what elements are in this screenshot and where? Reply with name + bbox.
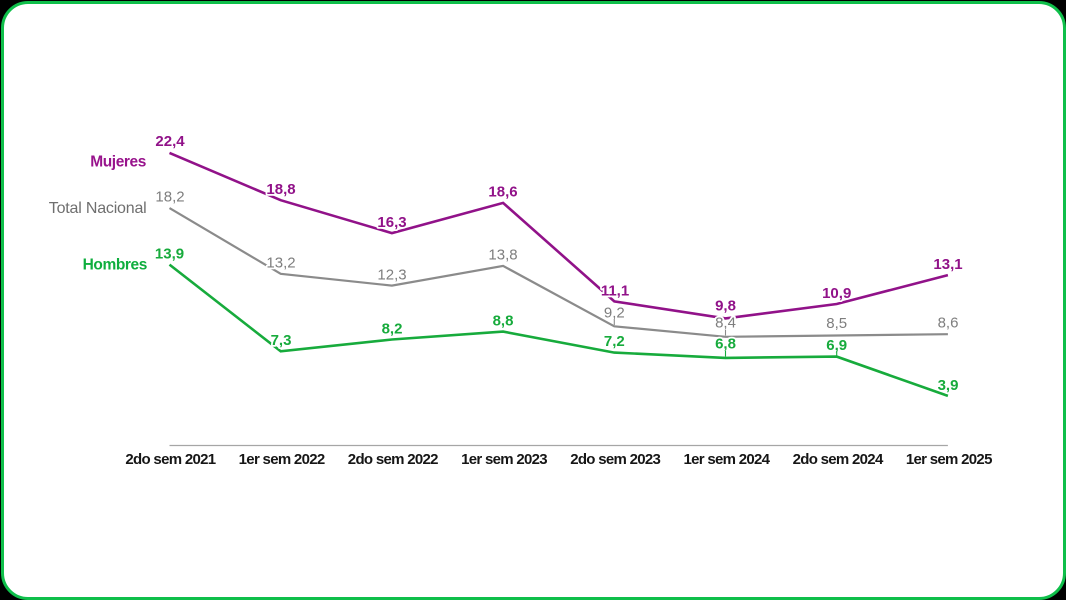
svg-text:9,2: 9,2 [604, 305, 625, 322]
svg-text:Hombres: Hombres [83, 257, 147, 274]
svg-text:3,9: 3,9 [938, 377, 959, 394]
svg-text:2do sem 2021: 2do sem 2021 [125, 451, 215, 468]
svg-text:16,3: 16,3 [377, 214, 406, 231]
svg-text:12,3: 12,3 [377, 267, 406, 284]
svg-text:7,2: 7,2 [604, 333, 625, 350]
svg-text:1er sem 2025: 1er sem 2025 [906, 451, 992, 468]
svg-text:2do sem 2022: 2do sem 2022 [348, 451, 438, 468]
svg-text:22,4: 22,4 [155, 133, 185, 150]
svg-text:13,1: 13,1 [933, 256, 962, 273]
svg-text:13,2: 13,2 [266, 255, 295, 272]
svg-text:Mujeres: Mujeres [90, 154, 146, 171]
svg-text:8,4: 8,4 [715, 315, 736, 332]
svg-text:Total Nacional: Total Nacional [49, 200, 147, 217]
svg-text:8,6: 8,6 [938, 315, 959, 332]
svg-text:1er sem 2023: 1er sem 2023 [461, 451, 547, 468]
svg-text:7,3: 7,3 [271, 332, 292, 349]
svg-text:6,9: 6,9 [826, 337, 847, 354]
svg-text:6,8: 6,8 [715, 336, 736, 353]
svg-text:10,9: 10,9 [822, 285, 851, 302]
svg-text:1er sem 2022: 1er sem 2022 [239, 451, 325, 468]
svg-text:18,2: 18,2 [155, 189, 184, 206]
svg-text:18,8: 18,8 [266, 181, 295, 198]
svg-text:2do sem 2024: 2do sem 2024 [793, 451, 884, 468]
svg-text:18,6: 18,6 [488, 184, 517, 201]
svg-text:2do sem 2023: 2do sem 2023 [570, 451, 660, 468]
svg-text:13,8: 13,8 [488, 247, 517, 264]
svg-text:1er sem 2024: 1er sem 2024 [683, 451, 770, 468]
svg-text:13,9: 13,9 [155, 246, 184, 263]
svg-text:9,8: 9,8 [715, 298, 736, 315]
svg-text:8,2: 8,2 [382, 321, 403, 338]
svg-text:8,5: 8,5 [826, 315, 847, 332]
svg-text:8,8: 8,8 [493, 313, 514, 330]
svg-text:11,1: 11,1 [601, 283, 629, 300]
